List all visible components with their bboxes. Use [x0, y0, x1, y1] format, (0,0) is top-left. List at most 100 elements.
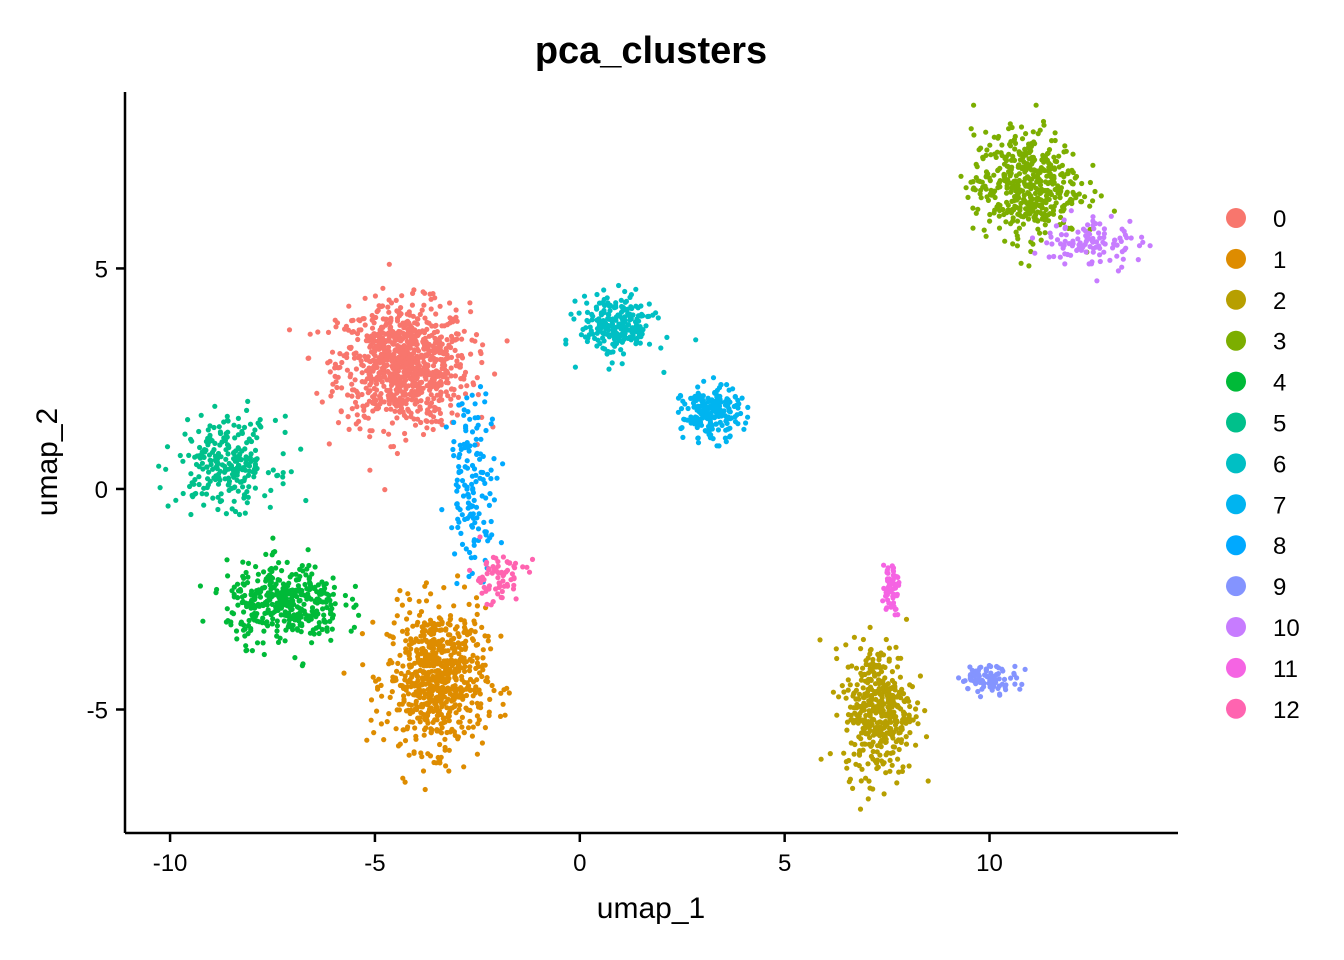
- point: [449, 645, 455, 651]
- point: [200, 618, 206, 624]
- point: [973, 161, 979, 167]
- point: [970, 179, 976, 185]
- point: [393, 726, 399, 732]
- point: [1051, 154, 1057, 160]
- point: [601, 307, 607, 314]
- point: [461, 660, 467, 666]
- point: [1050, 181, 1056, 187]
- point: [1028, 195, 1034, 201]
- point: [1101, 226, 1107, 232]
- point: [467, 300, 473, 306]
- point: [739, 395, 745, 401]
- point: [724, 382, 730, 388]
- point: [292, 617, 298, 623]
- point: [892, 722, 899, 728]
- point: [469, 658, 475, 664]
- point: [244, 603, 250, 610]
- point: [708, 432, 714, 438]
- point: [885, 570, 891, 576]
- point: [1051, 253, 1057, 260]
- point: [717, 419, 723, 425]
- point: [996, 676, 1002, 682]
- point: [354, 412, 360, 418]
- point: [1082, 228, 1088, 234]
- point: [460, 493, 467, 499]
- point: [457, 364, 463, 370]
- point: [1019, 188, 1025, 194]
- point: [314, 608, 320, 614]
- point: [366, 398, 372, 404]
- point: [360, 316, 366, 322]
- point: [882, 675, 888, 681]
- point: [409, 362, 415, 368]
- point: [240, 559, 246, 565]
- point: [602, 346, 608, 352]
- point: [400, 775, 406, 781]
- point: [848, 712, 854, 718]
- point: [404, 321, 410, 328]
- legend-item-9: 9: [1226, 574, 1286, 601]
- point: [1087, 203, 1093, 209]
- point: [314, 390, 320, 396]
- point: [495, 575, 501, 581]
- point: [971, 132, 977, 138]
- point: [437, 741, 443, 748]
- point: [407, 610, 413, 616]
- point: [329, 626, 335, 632]
- point: [265, 470, 271, 476]
- point: [851, 751, 857, 757]
- point: [971, 102, 977, 108]
- point: [844, 727, 850, 733]
- point: [387, 325, 393, 332]
- point: [359, 631, 365, 637]
- point: [266, 572, 273, 578]
- point: [430, 708, 436, 715]
- point: [479, 574, 485, 580]
- point: [859, 766, 865, 772]
- point: [229, 610, 235, 616]
- point: [1070, 151, 1076, 157]
- point: [863, 775, 869, 781]
- point: [327, 597, 333, 604]
- point: [1068, 196, 1074, 202]
- point: [483, 532, 489, 538]
- legend-item-6: 6: [1226, 451, 1286, 478]
- point: [1016, 225, 1023, 231]
- point: [1097, 235, 1103, 241]
- point: [455, 504, 461, 511]
- point: [633, 286, 639, 292]
- point: [407, 391, 413, 397]
- point: [1135, 257, 1141, 263]
- legend-swatch: [1226, 576, 1246, 597]
- point: [242, 626, 248, 632]
- point: [461, 729, 467, 735]
- point: [224, 413, 230, 419]
- point: [458, 530, 464, 537]
- point: [699, 399, 705, 405]
- point: [424, 418, 430, 424]
- point: [260, 602, 266, 609]
- point: [1035, 131, 1041, 137]
- point: [444, 376, 450, 382]
- point: [987, 211, 993, 218]
- point: [377, 354, 384, 360]
- point: [1062, 224, 1068, 230]
- point: [962, 678, 968, 684]
- point: [470, 693, 476, 699]
- point: [425, 660, 431, 666]
- point: [419, 624, 425, 630]
- point: [242, 475, 248, 481]
- point: [337, 351, 343, 357]
- point: [462, 668, 468, 675]
- point: [1048, 204, 1054, 210]
- point: [474, 603, 480, 609]
- point: [485, 638, 491, 644]
- point: [428, 296, 434, 302]
- point: [370, 619, 376, 625]
- legend-swatch: [1226, 453, 1246, 474]
- point: [997, 184, 1003, 190]
- point: [1012, 663, 1018, 670]
- point: [650, 312, 656, 318]
- point: [613, 314, 620, 320]
- point: [405, 707, 412, 713]
